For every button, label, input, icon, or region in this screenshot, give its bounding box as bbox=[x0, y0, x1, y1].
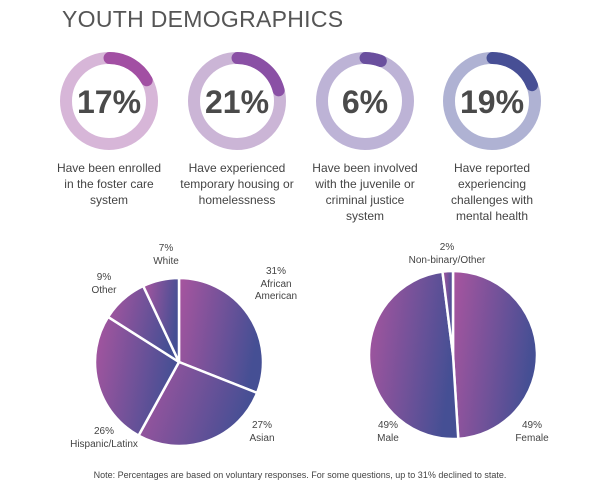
pie-percent-label: 7% bbox=[159, 243, 174, 254]
donut-value-label: 6% bbox=[342, 84, 388, 120]
page-title: YOUTH DEMOGRAPHICS bbox=[62, 6, 344, 32]
pie-percent-label: 26% bbox=[94, 426, 114, 437]
donut-caption: Have been enrolled in the foster care sy… bbox=[56, 161, 162, 207]
pie-slice bbox=[367, 270, 460, 441]
pie-percent-label: 2% bbox=[440, 242, 455, 253]
pie-slice bbox=[141, 276, 181, 364]
pie-percent-label: 31% bbox=[266, 266, 286, 277]
pie-category-label: Male bbox=[377, 433, 399, 444]
donut-caption: Have been involved with the juvenile or … bbox=[312, 161, 418, 223]
pie-slice bbox=[441, 269, 455, 357]
pie-category-label: Non-binary/Other bbox=[409, 255, 486, 266]
pie-category-label: White bbox=[153, 256, 179, 267]
pie-slice bbox=[93, 315, 181, 437]
pie-category-label: African bbox=[260, 279, 291, 290]
footnote: Note: Percentages are based on voluntary… bbox=[93, 470, 507, 480]
pie-slice bbox=[177, 276, 265, 395]
pie-category-label: Female bbox=[515, 433, 549, 444]
donut-value-label: 21% bbox=[205, 84, 269, 120]
donut-value-label: 17% bbox=[77, 84, 141, 120]
donut-arc bbox=[486, 52, 538, 92]
pie-slice bbox=[451, 269, 539, 441]
donut-arc bbox=[231, 52, 285, 97]
pie-percent-label: 9% bbox=[97, 272, 112, 283]
pie-category-label: Hispanic/Latinx bbox=[70, 439, 138, 450]
pie-category-label: American bbox=[255, 291, 297, 302]
pie-category-label: Asian bbox=[249, 433, 274, 444]
donut-value-label: 19% bbox=[460, 84, 524, 120]
donut-arc bbox=[103, 52, 153, 87]
donut-caption: Have reported experiencing challenges wi… bbox=[450, 161, 534, 223]
pie-category-label: Other bbox=[91, 285, 117, 296]
donut-arc bbox=[359, 52, 387, 68]
donut-caption: Have experienced temporary housing or ho… bbox=[180, 161, 294, 207]
pie-percent-label: 49% bbox=[522, 420, 542, 431]
pie-percent-label: 49% bbox=[378, 420, 398, 431]
pie-percent-label: 27% bbox=[252, 420, 272, 431]
